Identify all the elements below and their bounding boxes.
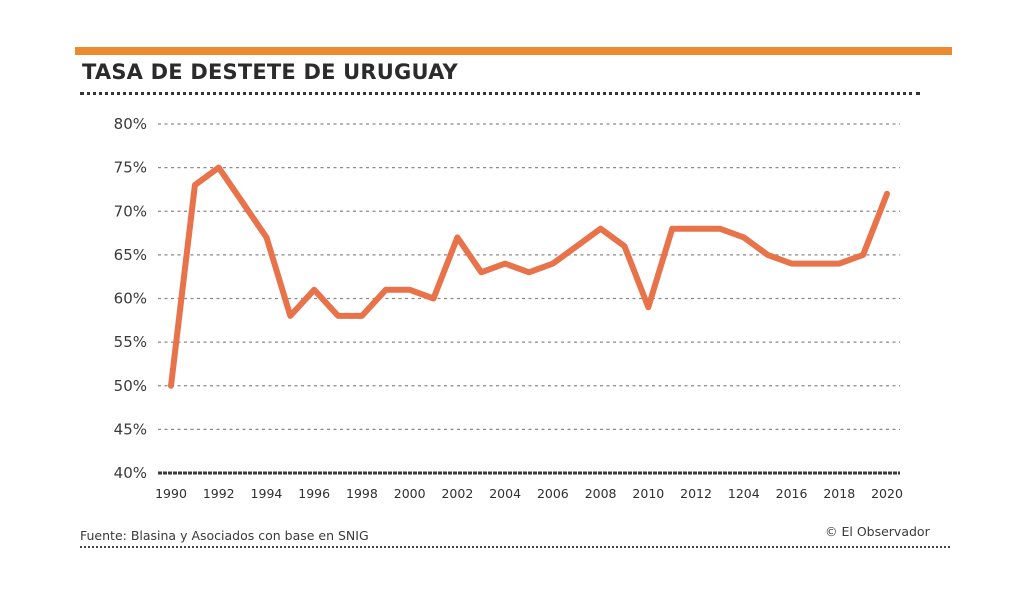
header-accent-bar <box>75 47 952 55</box>
y-tick-label: 50% <box>114 377 147 395</box>
y-tick-label: 60% <box>114 290 147 308</box>
source-note: Fuente: Blasina y Asociados con base en … <box>80 528 369 543</box>
y-tick-label: 80% <box>114 115 147 133</box>
y-tick-label: 45% <box>114 420 147 438</box>
x-tick-label: 1992 <box>203 486 235 501</box>
x-tick-label: 1996 <box>298 486 330 501</box>
x-tick-label: 2004 <box>489 486 521 501</box>
x-tick-label: 2008 <box>585 486 617 501</box>
y-tick-label: 70% <box>114 202 147 220</box>
series <box>168 164 890 389</box>
x-tick-label: 2012 <box>680 486 712 501</box>
y-tick-label: 65% <box>114 246 147 264</box>
title-divider <box>80 92 920 95</box>
x-tick-label: 2006 <box>537 486 569 501</box>
y-tick-label: 75% <box>114 159 147 177</box>
x-tick-label: 2002 <box>441 486 473 501</box>
gridlines <box>158 123 900 475</box>
x-tick-label: 1990 <box>155 486 187 501</box>
y-tick-label: 40% <box>114 464 147 482</box>
x-tick-label: 2010 <box>632 486 664 501</box>
x-tick-label: 1998 <box>346 486 378 501</box>
x-tick-label: 2018 <box>823 486 855 501</box>
y-tick-label: 55% <box>114 333 147 351</box>
x-axis-ticks: 1990 1992 1994 1996 1998 2000 2002 2004 2006 2008… <box>155 486 903 501</box>
y-axis-ticks: 40% 45% 50% 55% 60% 65% 70% 75% 80% <box>114 115 147 482</box>
x-tick-label: 2016 <box>776 486 808 501</box>
chart-title: TASA DE DESTETE DE URUGUAY <box>82 60 458 84</box>
copyright-credit: © El Observador <box>825 524 930 539</box>
x-tick-label: 1204 <box>728 486 760 501</box>
footer-divider <box>80 546 950 548</box>
x-tick-label: 1994 <box>251 486 283 501</box>
series-line <box>168 164 890 389</box>
x-tick-label: 2020 <box>871 486 903 501</box>
x-tick-label: 2000 <box>394 486 426 501</box>
